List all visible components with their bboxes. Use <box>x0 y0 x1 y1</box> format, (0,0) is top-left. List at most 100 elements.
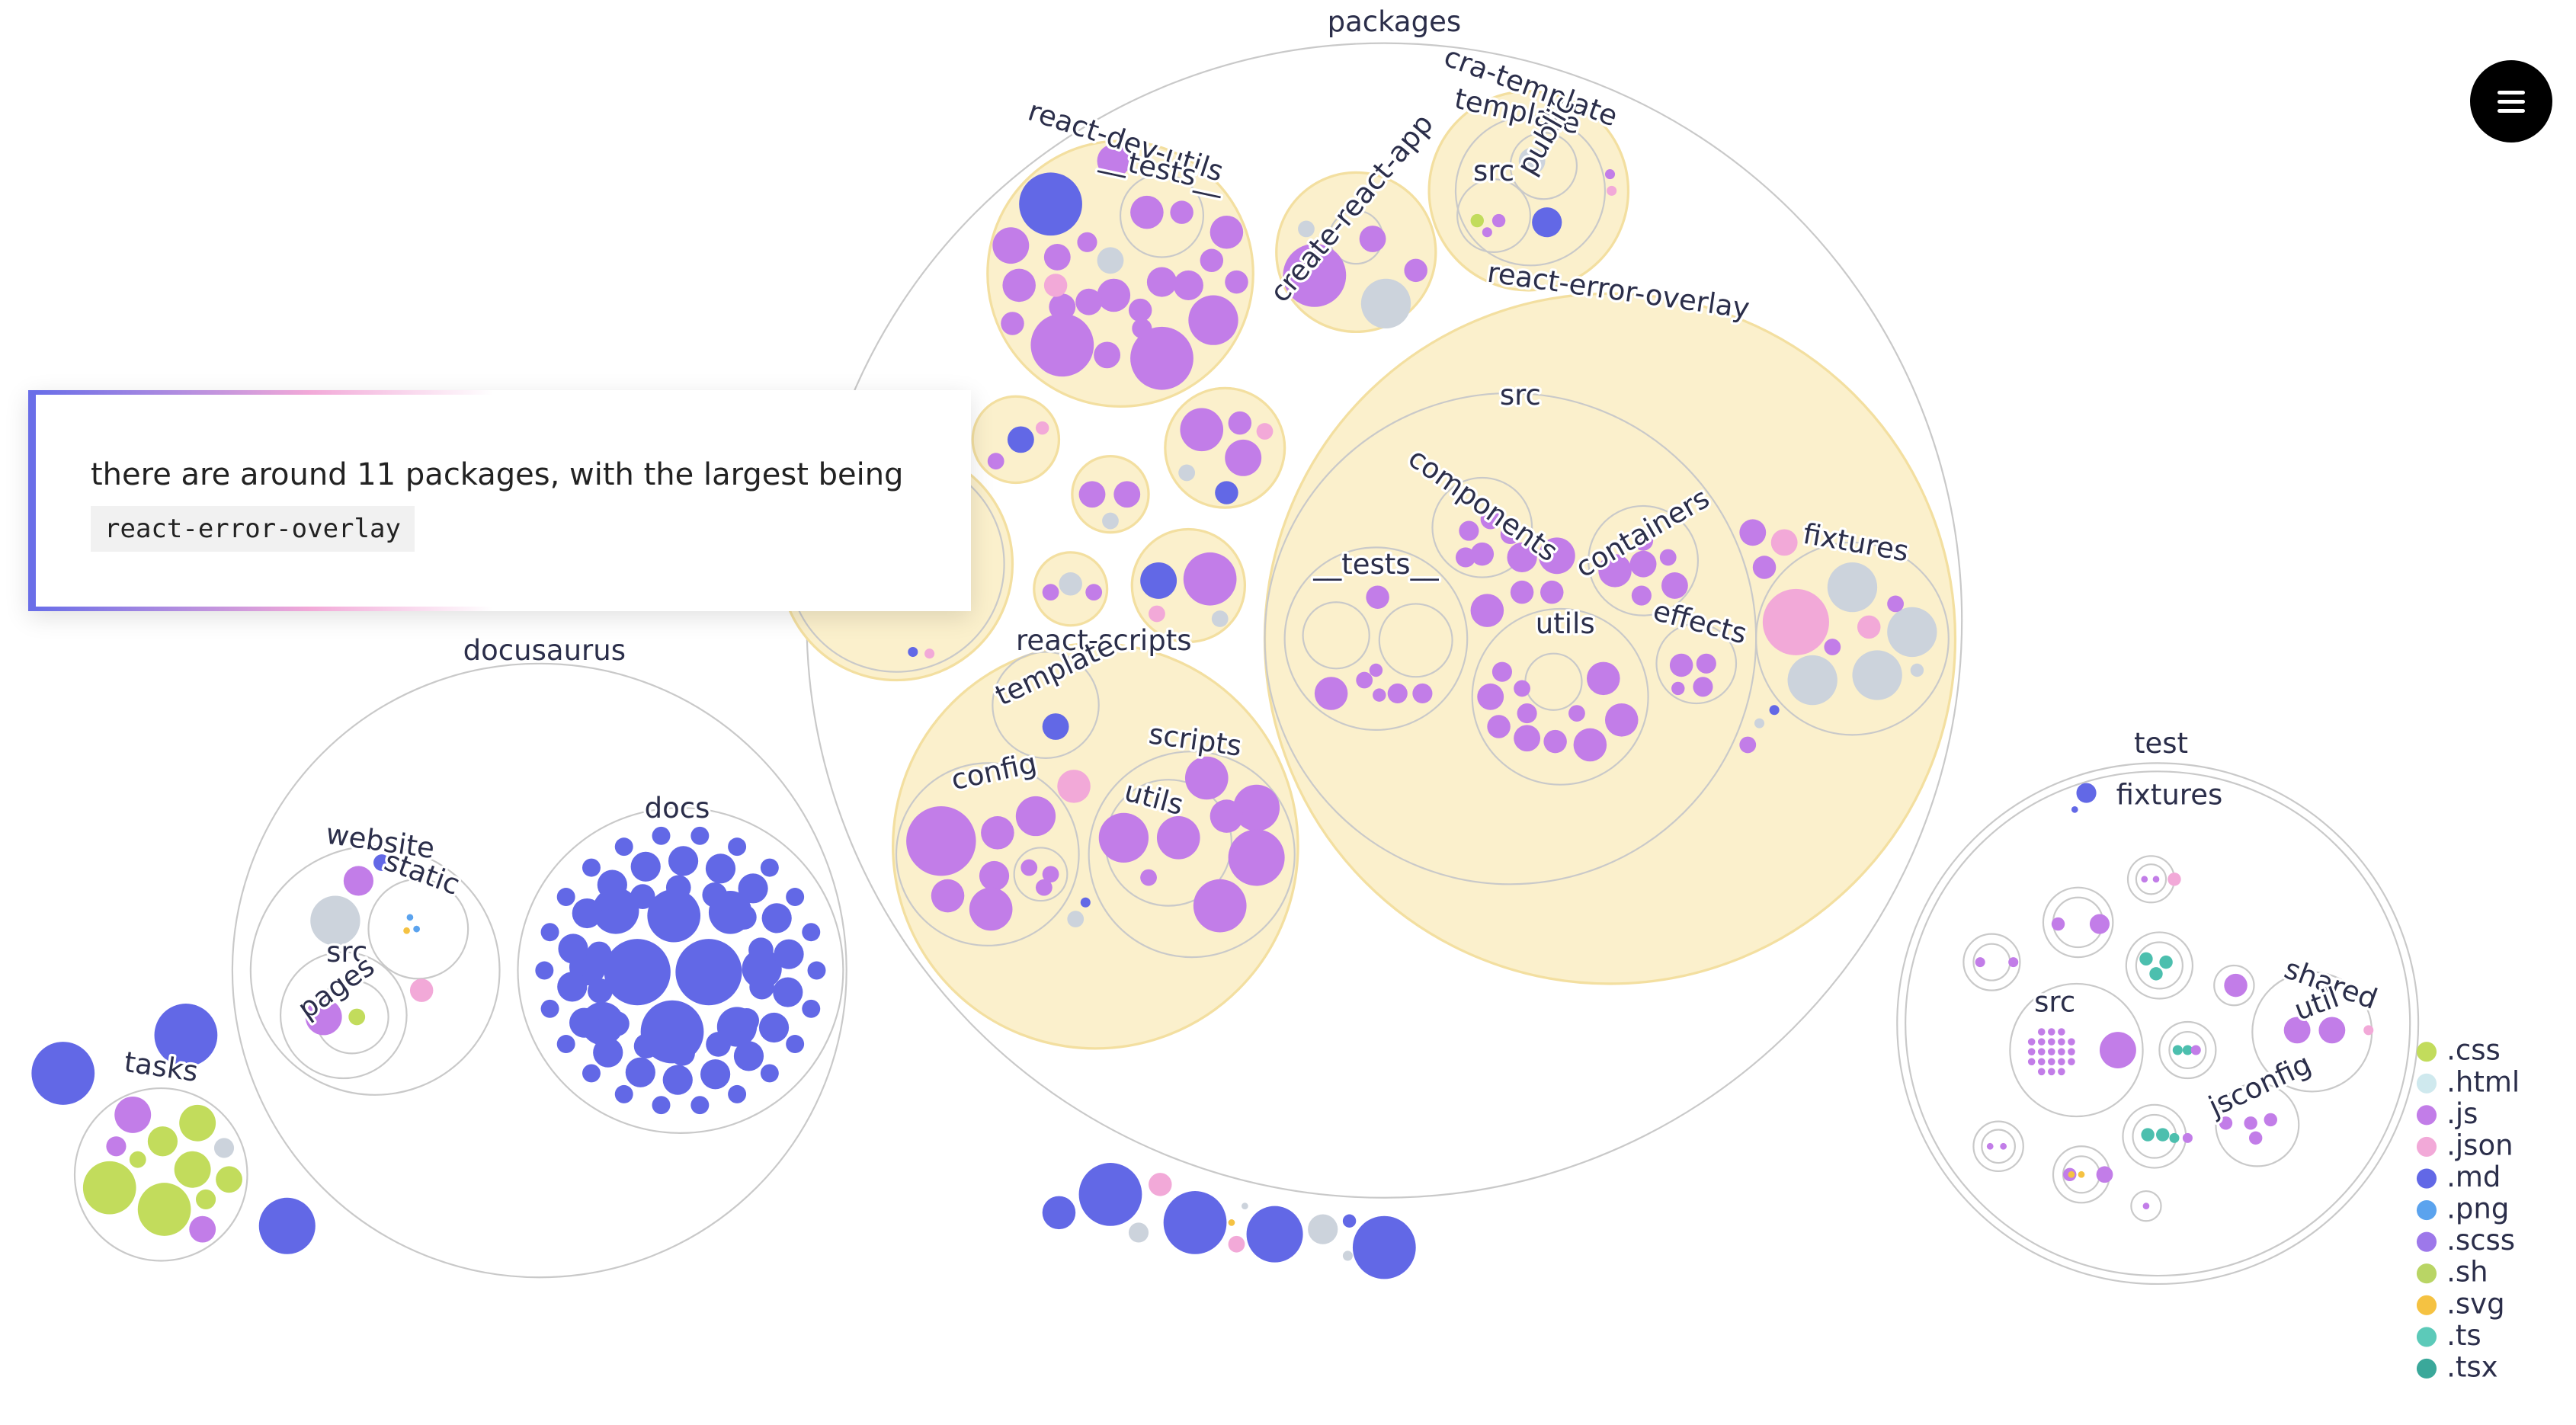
file-circle <box>979 860 1010 892</box>
file-circle <box>409 978 434 1002</box>
file-circle <box>969 887 1013 931</box>
folder-circle <box>1427 90 1630 292</box>
file-circle <box>1514 680 1530 697</box>
file-circle <box>1587 661 1620 696</box>
file-circle <box>802 999 821 1018</box>
legend-swatch <box>2416 1168 2437 1189</box>
legend-swatch <box>2416 1042 2437 1062</box>
tooltip-border <box>36 607 493 611</box>
file-circle <box>1387 683 1408 704</box>
legend-swatch <box>2416 1231 2437 1252</box>
legend-label: .js <box>2446 1097 2478 1130</box>
file-circle <box>690 826 710 845</box>
file-circle <box>1661 572 1688 599</box>
file-circle <box>1487 715 1511 738</box>
file-circle <box>1482 227 1492 238</box>
file-circle <box>1532 207 1562 238</box>
file-circle <box>1604 703 1639 737</box>
file-circle <box>213 1138 235 1158</box>
file-circle <box>1360 278 1411 329</box>
file-circle <box>403 927 410 934</box>
file-circle <box>2048 1028 2055 1036</box>
file-circle <box>2099 1032 2136 1068</box>
file-circle <box>2058 1048 2065 1055</box>
file-circle <box>1604 169 1616 180</box>
file-circle <box>2048 1058 2055 1066</box>
file-circle <box>630 851 661 882</box>
file-circle <box>1102 512 1119 530</box>
file-circle <box>2264 1113 2277 1127</box>
file-circle <box>992 227 1030 264</box>
folder-label: test <box>2134 727 2188 760</box>
file-circle <box>1631 585 1652 606</box>
file-circle <box>1098 812 1149 863</box>
folder-circle <box>2215 1082 2300 1167</box>
file-circle <box>2058 1038 2065 1046</box>
file-circle <box>773 977 803 1007</box>
file-circle <box>2048 1048 2055 1055</box>
file-circle <box>195 1189 216 1209</box>
folder-circle <box>2135 863 2167 895</box>
file-circle <box>597 869 627 900</box>
legend-label: .svg <box>2446 1287 2504 1320</box>
file-circle <box>1671 681 1685 696</box>
file-circle <box>1366 585 1389 609</box>
file-circle <box>2139 952 2153 965</box>
folder-circle <box>2132 1113 2177 1159</box>
file-circle <box>1215 481 1238 504</box>
folder-circle <box>1655 623 1738 705</box>
file-circle <box>1020 859 1038 876</box>
file-circle <box>760 1064 779 1083</box>
file-circle <box>665 875 691 901</box>
folder-circle <box>231 662 847 1279</box>
file-circle <box>633 1033 659 1059</box>
file-circle <box>1246 1206 1303 1263</box>
legend-label: .png <box>2446 1193 2509 1225</box>
file-circle <box>1097 278 1131 312</box>
file-circle <box>1077 232 1097 252</box>
file-circle <box>2096 1166 2113 1183</box>
file-circle <box>82 1161 136 1215</box>
file-circle <box>1514 725 1541 752</box>
file-circle <box>1298 220 1315 238</box>
file-circle <box>1228 411 1252 435</box>
file-circle <box>2071 805 2078 813</box>
file-circle <box>114 1096 152 1133</box>
file-circle <box>1480 509 1501 530</box>
file-circle <box>748 937 774 963</box>
folder-circle <box>2135 941 2184 990</box>
folder-circle <box>2042 886 2114 959</box>
file-circle <box>2182 1132 2193 1143</box>
file-circle <box>1242 1202 1248 1209</box>
legend-swatch <box>2416 1200 2437 1221</box>
file-circle <box>728 837 747 857</box>
file-circle <box>1491 661 1513 682</box>
legend: .css.html.js.json.md.png.scss.sh.svg.ts.… <box>2416 1034 2520 1383</box>
file-circle <box>1184 756 1229 800</box>
file-circle <box>2027 1058 2036 1066</box>
file-circle <box>2058 1058 2065 1066</box>
file-circle <box>1754 718 1765 729</box>
file-circle <box>348 1008 366 1026</box>
file-circle <box>1455 547 1476 568</box>
file-circle <box>1078 1163 1142 1226</box>
file-circle <box>906 805 976 876</box>
file-circle <box>540 999 559 1018</box>
legend-label: .scss <box>2446 1224 2515 1257</box>
file-circle <box>2169 1132 2180 1143</box>
legend-label: .ts <box>2446 1319 2481 1352</box>
file-circle <box>2156 1128 2170 1142</box>
tooltip-code: react-error-overlay <box>91 506 415 552</box>
menu-button[interactable] <box>2470 60 2552 142</box>
file-circle <box>2182 1045 2193 1055</box>
file-circle <box>2027 1038 2036 1046</box>
file-circle <box>1510 580 1534 604</box>
file-circle <box>728 1084 747 1103</box>
file-circle <box>1607 185 1617 196</box>
file-circle <box>2048 1038 2055 1046</box>
file-circle <box>1669 653 1693 677</box>
file-circle <box>760 858 779 877</box>
folder-circle <box>2158 1020 2217 1080</box>
